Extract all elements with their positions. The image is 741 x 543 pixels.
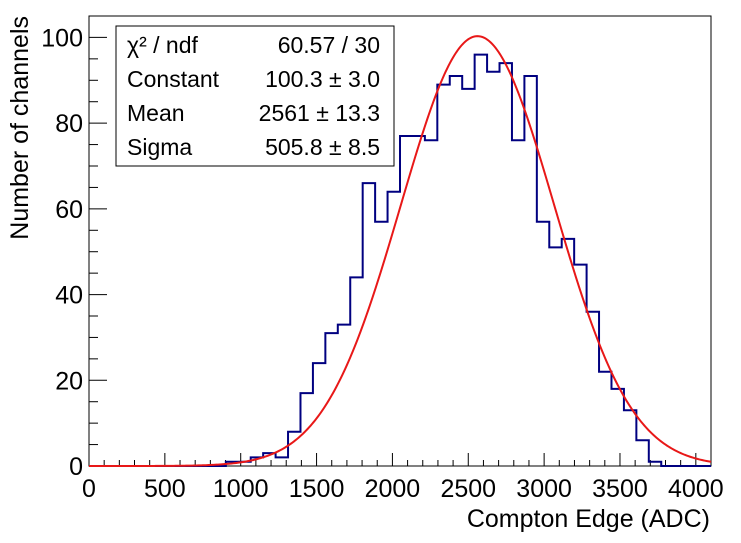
y-axis: 0 20 40 60 80 100 [41, 15, 107, 481]
y-tick-label: 80 [55, 110, 83, 138]
y-tick-label: 0 [69, 453, 83, 481]
x-tick-label: 1500 [289, 475, 345, 503]
histogram-series [89, 53, 711, 467]
stats-value-mean: 2561 ± 13.3 [259, 100, 380, 126]
x-tick-label: 4000 [668, 475, 724, 503]
gaussian-fit-curve [89, 35, 712, 467]
plot-frame [88, 15, 712, 467]
stats-value-sigma: 505.8 ± 8.5 [265, 134, 380, 160]
y-tick-label: 40 [55, 282, 83, 310]
stats-value-chi2: 60.57 / 30 [278, 32, 380, 58]
stats-label-constant: Constant [127, 66, 220, 92]
x-tick-label: 3500 [592, 475, 648, 503]
stats-value-constant: 100.3 ± 3.0 [265, 66, 380, 92]
x-axis-title: Compton Edge (ADC) [467, 505, 710, 533]
stats-box: χ² / ndf 60.57 / 30 Constant 100.3 ± 3.0… [115, 25, 395, 167]
x-axis: 0 500 1000 1500 2000 2500 3000 3500 4000 [82, 453, 724, 503]
x-tick-label: 2000 [365, 475, 421, 503]
y-tick-label: 60 [55, 196, 83, 224]
stats-box-frame [115, 25, 395, 167]
x-tick-label: 500 [144, 475, 186, 503]
y-tick-label: 100 [41, 24, 83, 52]
x-tick-label: 0 [82, 475, 96, 503]
stats-label-sigma: Sigma [127, 134, 192, 160]
x-tick-label: 3000 [516, 475, 572, 503]
x-tick-label: 1000 [213, 475, 269, 503]
x-tick-label: 2500 [440, 475, 496, 503]
stats-label-chi2: χ² / ndf [127, 32, 198, 58]
y-axis-title: Number of channels [6, 16, 34, 240]
stats-label-mean: Mean [127, 100, 185, 126]
y-tick-label: 20 [55, 367, 83, 395]
